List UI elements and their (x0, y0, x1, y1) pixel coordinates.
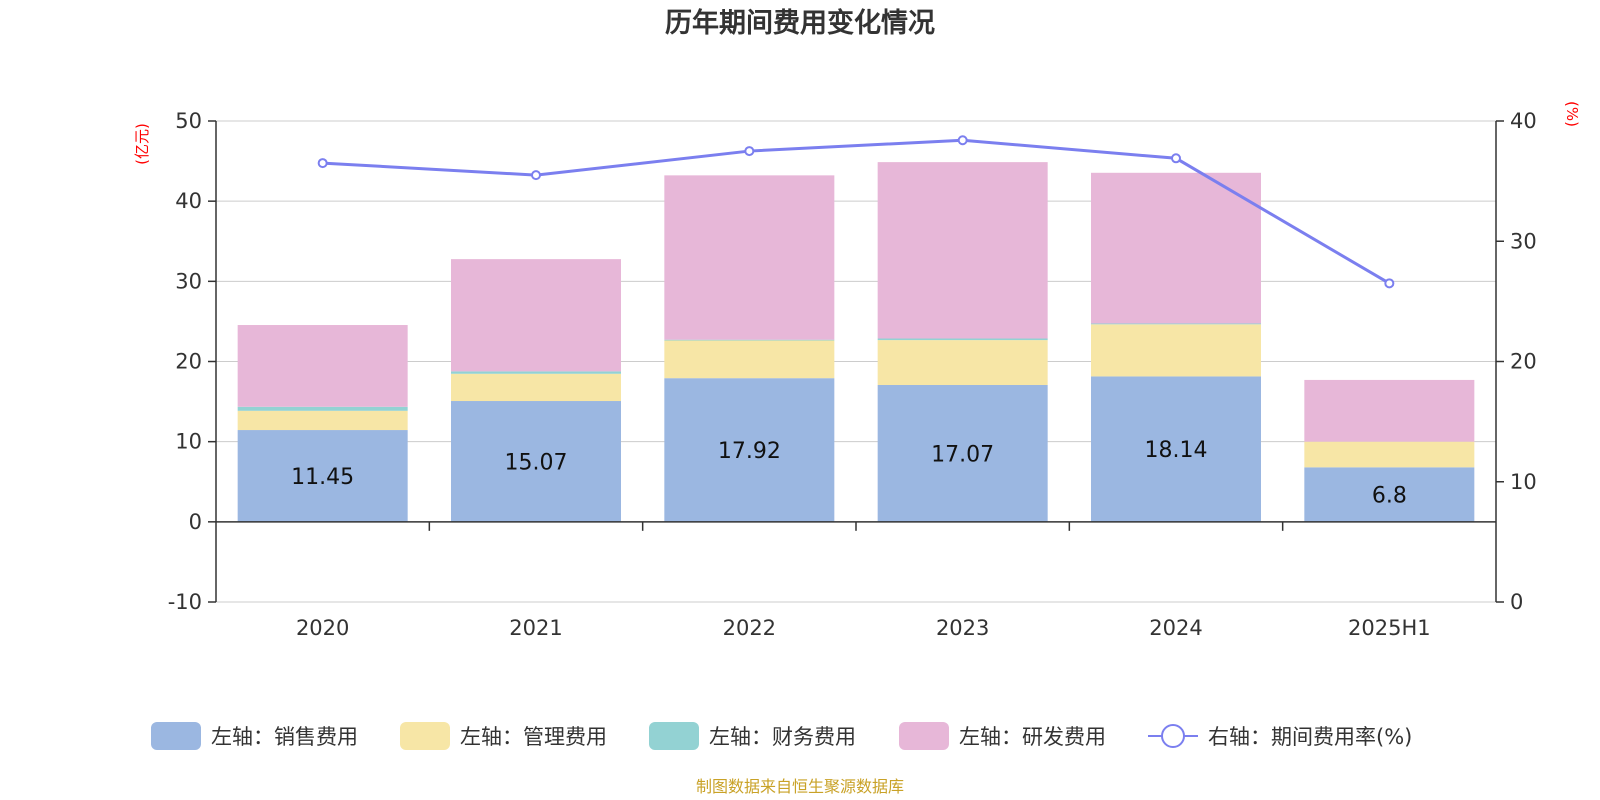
bar-segment (664, 339, 835, 341)
bar-segment (237, 410, 408, 431)
x-tick-label: 2022 (723, 616, 776, 640)
left-tick-label: 20 (175, 350, 202, 374)
right-tick-label: 20 (1510, 350, 1537, 374)
bar-segment (877, 384, 1048, 522)
bar-segment (1304, 379, 1475, 442)
bar-segment (237, 406, 408, 411)
bar-segment (451, 259, 621, 372)
left-tick-label: 40 (175, 189, 202, 213)
legend-label: 左轴：研发费用 (959, 725, 1106, 749)
left-tick-label: 10 (175, 430, 202, 454)
legend-swatch (899, 722, 949, 750)
x-tick-label: 2021 (509, 616, 562, 640)
bar-segment (451, 371, 621, 374)
bar-segment (1091, 323, 1261, 325)
bar-segment (451, 401, 621, 522)
legend-label: 左轴：管理费用 (460, 725, 607, 749)
left-tick-label: 0 (189, 510, 202, 534)
line-point (957, 135, 968, 146)
bar-segment (237, 325, 408, 407)
bar-segment (237, 430, 408, 522)
right-axis-unit: (%) (1563, 101, 1581, 127)
legend-swatch (151, 722, 201, 750)
legend: 左轴：销售费用 左轴：管理费用 左轴：财务费用 左轴：研发费用 右轴：期间费用率(%) (151, 722, 1412, 750)
bar-segment (877, 162, 1048, 339)
data-label: 11.45 (291, 465, 354, 490)
bar-segment (1091, 376, 1261, 522)
x-tick-label: 2025H1 (1348, 616, 1431, 640)
left-tick-label: 30 (175, 269, 202, 293)
data-label: 18.14 (1145, 438, 1208, 463)
data-label: 17.92 (718, 439, 781, 464)
right-tick-label: 0 (1510, 590, 1523, 614)
bar-segment (664, 175, 835, 340)
data-label: 6.8 (1372, 484, 1407, 509)
line-point (531, 170, 541, 181)
bar-segment (1304, 441, 1475, 468)
line-point (1171, 153, 1181, 164)
bars (237, 162, 1475, 522)
x-tick-label: 2023 (936, 616, 989, 640)
right-tick-label: 40 (1510, 109, 1537, 133)
data-label: 17.07 (931, 442, 994, 467)
bar-segment (664, 378, 835, 522)
legend-line-marker (1161, 724, 1185, 748)
bar-segment (451, 373, 621, 402)
x-tick-label: 2024 (1149, 616, 1202, 640)
left-tick-label: -10 (168, 590, 202, 614)
right-tick-label: 10 (1510, 470, 1537, 494)
gridlines (216, 120, 1496, 603)
legend-label: 左轴：财务费用 (709, 725, 856, 749)
bar-segment (877, 340, 1048, 385)
legend-swatch (400, 722, 450, 750)
left-axis-unit: (亿元) (133, 123, 151, 165)
source-note: 制图数据来自恒生聚源数据库 (696, 777, 904, 796)
bar-segment (1304, 467, 1475, 522)
legend-label: 左轴：销售费用 (211, 725, 358, 749)
bar-segment (1091, 324, 1261, 377)
line-point (317, 158, 328, 169)
line-point (1384, 278, 1395, 289)
bar-segment (877, 338, 1048, 341)
expense-rate-line (322, 138, 1391, 285)
line-point (744, 146, 755, 157)
line-series (317, 135, 1395, 289)
right-tick-label: 30 (1510, 229, 1537, 253)
chart-title: 历年期间费用变化情况 (665, 7, 935, 39)
legend-label: 右轴：期间费用率(%) (1208, 725, 1412, 749)
axes: -10 0 10 20 30 40 50 0 10 20 30 40 2020 2021 2022 2023 2… (168, 109, 1537, 640)
data-label: 15.07 (505, 450, 568, 475)
bar-segment (1091, 172, 1261, 324)
legend-swatch (649, 722, 699, 750)
data-labels: 11.45 15.07 17.92 17.07 18.14 6.8 (291, 438, 1407, 508)
bar-segment (664, 340, 835, 379)
left-tick-label: 50 (175, 109, 202, 133)
x-tick-label: 2020 (296, 616, 349, 640)
